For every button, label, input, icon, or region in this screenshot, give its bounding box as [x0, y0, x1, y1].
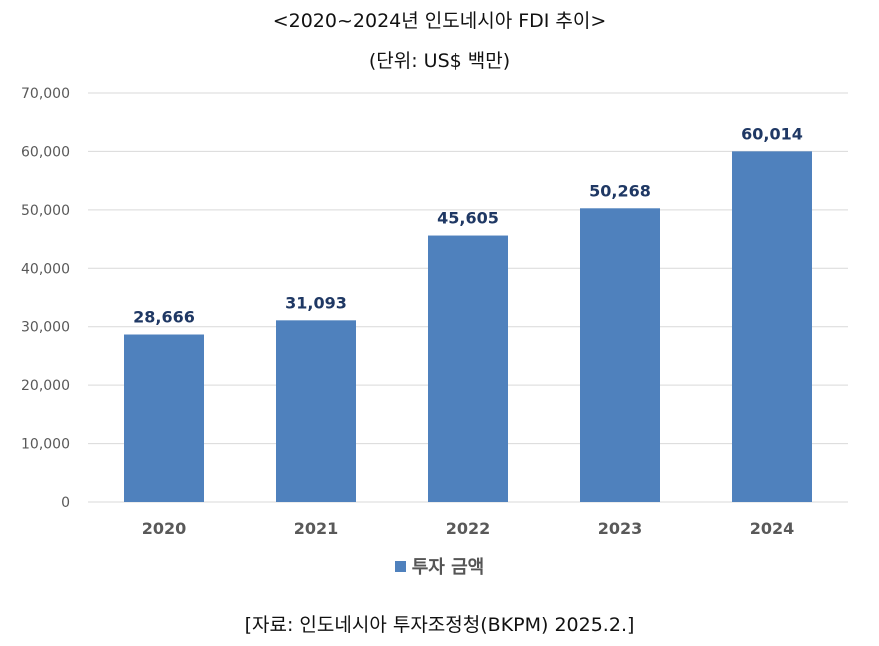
y-tick-label: 50,000 [21, 203, 70, 219]
y-tick-label: 20,000 [21, 378, 70, 394]
y-tick-label: 0 [61, 495, 70, 511]
legend-swatch [394, 561, 406, 572]
y-tick-label: 30,000 [21, 320, 70, 336]
data-label: 28,666 [133, 308, 195, 327]
x-tick-label: 2022 [446, 519, 491, 538]
legend-label: 투자 금액 [411, 557, 485, 578]
y-tick-label: 40,000 [21, 261, 70, 277]
data-label: 45,605 [437, 209, 499, 228]
data-label: 31,093 [285, 293, 347, 312]
bar [580, 208, 660, 502]
source-note: [자료: 인도네시아 투자조정청(BKPM) 2025.2.] [244, 614, 635, 636]
x-tick-label: 2024 [750, 519, 795, 538]
x-tick-label: 2023 [598, 519, 643, 538]
bar [124, 334, 204, 502]
data-label: 50,268 [589, 181, 651, 200]
x-tick-label: 2020 [142, 519, 187, 538]
x-tick-label: 2021 [294, 519, 339, 538]
y-tick-label: 60,000 [21, 144, 70, 160]
bar-chart: 0 10,000 20,000 30,000 40,000 50,000 60,000 70,… [21, 86, 848, 538]
bar [732, 151, 812, 502]
y-tick-label: 70,000 [21, 86, 70, 102]
chart-subtitle: (단위: US$ 백만) [368, 50, 511, 72]
bar [276, 320, 356, 502]
chart-title: <2020~2024년 인도네시아 FDI 추이> [272, 10, 607, 32]
legend: 투자 금액 [0, 553, 879, 579]
y-tick-label: 10,000 [21, 437, 70, 453]
data-label: 60,014 [741, 124, 803, 143]
bar [428, 235, 508, 502]
